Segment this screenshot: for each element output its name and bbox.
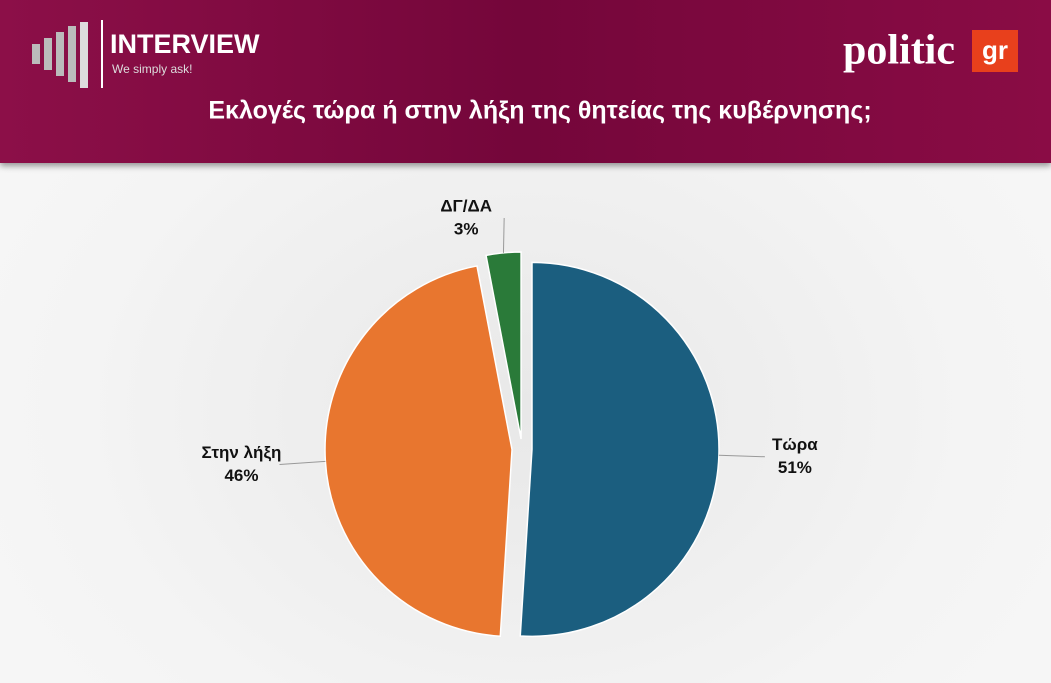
slice-label: Στην λήξη xyxy=(202,443,282,462)
leader-line xyxy=(502,218,505,253)
pie-slice xyxy=(519,261,720,638)
header: INTERVIEW We simply ask! politic gr Εκλο… xyxy=(0,0,1051,163)
value-label: 3% xyxy=(454,220,479,239)
header-graphics: INTERVIEW We simply ask! politic gr Εκλο… xyxy=(32,20,1018,125)
value-label: 46% xyxy=(224,466,258,485)
slice-label: ΔΓ/ΔΑ xyxy=(440,197,492,216)
value-label: 51% xyxy=(778,458,812,477)
chart-title: Εκλογές τώρα ή στην λήξη της θητείας της… xyxy=(208,97,871,125)
logo-suffix: gr xyxy=(982,35,1008,65)
leader-line xyxy=(718,454,765,458)
pie-slice xyxy=(324,265,513,638)
brand-icon xyxy=(32,22,88,88)
brand: INTERVIEW xyxy=(110,29,260,59)
slice-label: Τώρα xyxy=(772,435,818,454)
logo: politic xyxy=(843,28,955,74)
pie-slice xyxy=(485,251,522,440)
tagline: We simply ask! xyxy=(112,62,192,76)
leader-line xyxy=(279,460,326,466)
